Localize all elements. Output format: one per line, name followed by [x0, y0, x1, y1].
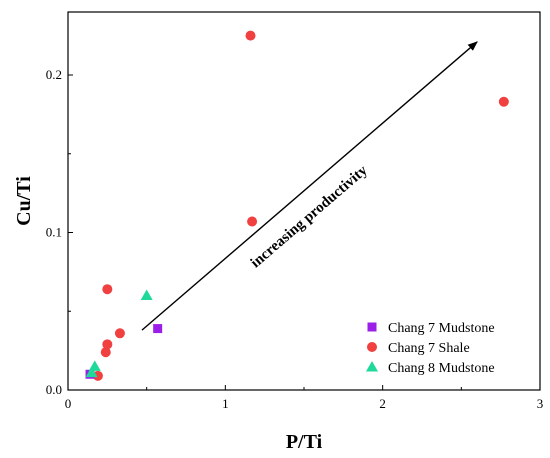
triangle-point	[140, 289, 153, 300]
circle-point	[102, 339, 113, 350]
axis-ticks: 0 1 2 3 0.0 0.1 0.2	[46, 67, 544, 411]
circle-point	[102, 284, 113, 295]
annotation-layer: increasing productivity	[141, 41, 478, 331]
circle-point	[247, 216, 258, 227]
x-tick-label: 0	[65, 396, 72, 411]
x-tick-label: 2	[379, 396, 386, 411]
x-tick-label: 3	[537, 396, 544, 411]
square-point	[153, 324, 163, 334]
trend-arrow	[141, 41, 478, 331]
annotation-label: increasing productivity	[248, 162, 371, 271]
legend-circle-swatch	[367, 342, 377, 352]
x-tick-label: 1	[222, 396, 229, 411]
data-marks	[85, 30, 509, 381]
legend-label: Chang 7 Shale	[388, 341, 470, 356]
y-tick-label: 0.2	[46, 67, 62, 82]
circle-point	[114, 328, 125, 339]
y-tick-label: 0.0	[46, 382, 62, 397]
legend-label: Chang 8 Mudstone	[388, 361, 495, 376]
circle-point	[245, 30, 256, 41]
triangle-point	[85, 366, 98, 378]
circle-point	[498, 96, 509, 107]
triangle-point	[88, 360, 101, 371]
legend-square-swatch	[367, 322, 377, 332]
x-axis-title: P/Ti	[286, 431, 323, 453]
legend-triangle-swatch	[366, 361, 378, 372]
legend: Chang 7 Mudstone Chang 7 Shale Chang 8 Mud…	[366, 321, 495, 376]
circle-point	[100, 347, 111, 358]
legend-label: Chang 7 Mudstone	[388, 321, 495, 336]
y-tick-label: 0.1	[46, 225, 62, 240]
y-axis-title: Cu/Ti	[13, 176, 35, 226]
